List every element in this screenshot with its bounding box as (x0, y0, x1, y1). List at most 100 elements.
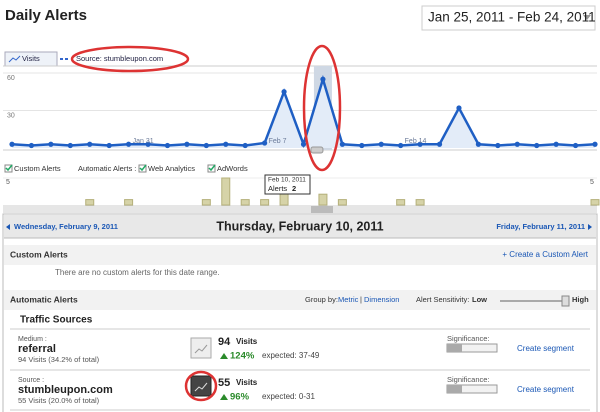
point[interactable] (242, 142, 248, 149)
point[interactable] (592, 141, 598, 147)
check-marks (5, 164, 216, 172)
change: 124% (230, 351, 255, 362)
alert-bar[interactable] (124, 199, 134, 206)
dynamic: Daily Alerts Jan 25, 2011 - Feb 24, 2011 V… (3, 7, 600, 405)
create-segment[interactable]: Create segment (517, 344, 575, 353)
tooltip-date: Feb 10, 2011 (268, 177, 306, 184)
point[interactable] (514, 141, 520, 147)
point[interactable] (398, 142, 404, 149)
row-icon[interactable] (190, 337, 212, 359)
point[interactable] (262, 140, 268, 146)
point[interactable] (320, 76, 326, 82)
subsection-title: Traffic Sources (20, 315, 93, 326)
point[interactable] (87, 141, 93, 147)
up-arrow (220, 353, 228, 359)
segment-label: Source: stumbleupon.com (76, 54, 163, 63)
y-tick-label: 5 (6, 179, 10, 186)
point[interactable] (534, 142, 540, 149)
page-title: Daily Alerts (5, 7, 87, 24)
sensitivity-low: Low (472, 295, 487, 304)
point[interactable] (106, 142, 112, 149)
group-metric[interactable]: Metric (338, 295, 359, 304)
group-dimension[interactable]: Dimension (364, 295, 399, 304)
alert-bar[interactable] (337, 199, 347, 206)
visits-unit: Visits (236, 337, 258, 346)
dimension-value: stumbleupon.com (18, 384, 113, 396)
create-segment[interactable]: Create segment (517, 385, 575, 394)
significance-label: Significance: (447, 375, 490, 384)
point[interactable] (203, 142, 209, 149)
dimension-label: Medium : (18, 336, 47, 343)
point[interactable] (359, 142, 365, 149)
point[interactable] (281, 89, 287, 95)
point[interactable] (126, 141, 132, 147)
empty-message: There are no custom alerts for this date… (55, 268, 220, 277)
point[interactable] (339, 141, 345, 147)
alert-bar[interactable] (201, 199, 211, 206)
legend-item: Automatic Alerts : (78, 164, 136, 173)
x-label: Feb 7 (269, 138, 287, 145)
scroll-band (3, 206, 597, 213)
point[interactable] (67, 142, 73, 149)
next-arrow[interactable] (588, 224, 592, 230)
alert-bar[interactable] (590, 199, 600, 206)
alert-bar[interactable] (221, 177, 231, 206)
current-day: Thursday, February 10, 2011 (216, 219, 383, 233)
detail-panel (2, 213, 598, 412)
visits-value: 94 (218, 336, 231, 348)
point[interactable] (184, 141, 190, 147)
dimension-label: Source : (18, 377, 44, 384)
alert-bar[interactable] (260, 199, 270, 206)
sensitivity-handle[interactable] (561, 295, 570, 307)
create-alert[interactable]: + Create a Custom Alert (502, 250, 588, 259)
nav-bar (4, 215, 596, 238)
scroll-handle[interactable] (311, 206, 333, 213)
point[interactable] (553, 141, 559, 147)
alert-bar[interactable] (240, 199, 250, 206)
alert-bar[interactable] (415, 199, 425, 206)
prev-arrow[interactable] (6, 224, 10, 230)
alert-bar[interactable] (85, 199, 95, 206)
annotation-ellipse (302, 44, 342, 172)
next-day[interactable]: Friday, February 11, 2011 (496, 222, 585, 231)
section-title: Automatic Alerts (10, 294, 78, 304)
point[interactable] (436, 141, 443, 147)
separator-bar: | (360, 295, 362, 304)
point[interactable] (417, 141, 423, 147)
dimension-value: referral (18, 343, 56, 355)
dropdown-arrow[interactable] (583, 15, 591, 20)
alert-bar[interactable] (318, 193, 328, 206)
point[interactable] (572, 142, 579, 149)
significance-fill (447, 385, 462, 393)
point[interactable] (28, 142, 35, 149)
date-range-box[interactable] (421, 5, 596, 31)
point[interactable] (475, 141, 481, 147)
prev-day[interactable]: Wednesday, February 9, 2011 (14, 222, 118, 231)
x-label: Jan 31 (133, 138, 154, 145)
row-icon[interactable] (190, 375, 212, 397)
y-tick-label: 60 (7, 75, 15, 82)
x-label: Feb 14 (405, 138, 427, 145)
annotation-ellipse (184, 370, 218, 402)
significance-label: Significance: (447, 334, 490, 343)
point[interactable] (48, 141, 54, 147)
date-marker[interactable] (310, 146, 324, 154)
point[interactable] (164, 142, 171, 149)
point[interactable] (223, 141, 229, 147)
point[interactable] (300, 141, 307, 147)
custom-header-bg (4, 245, 596, 265)
point[interactable] (495, 142, 501, 149)
tab-icon (8, 55, 21, 63)
group-by: Group by: (305, 295, 338, 304)
point[interactable] (456, 105, 462, 111)
point[interactable] (145, 141, 151, 147)
date-range[interactable]: Jan 25, 2011 - Feb 24, 2011 (428, 10, 596, 25)
row-icon-glyph (194, 382, 208, 392)
row-icon-glyph (194, 344, 208, 354)
alert-bar[interactable] (396, 199, 406, 206)
point[interactable] (378, 141, 384, 147)
significance-fill (447, 344, 462, 352)
legend-item: AdWords (217, 164, 248, 173)
point[interactable] (9, 141, 15, 147)
